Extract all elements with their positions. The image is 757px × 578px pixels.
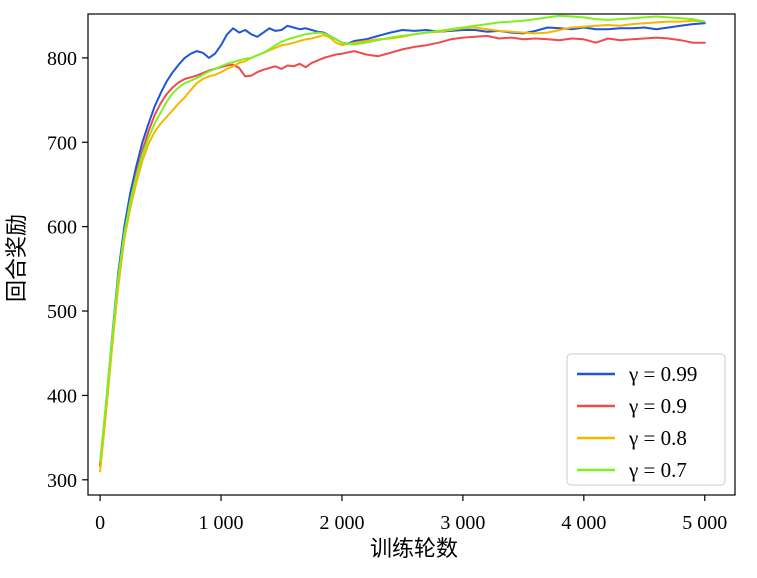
series-lines xyxy=(99,14,706,473)
legend-label-1: γ = 0.9 xyxy=(628,394,687,418)
x-tick-label: 5 000 xyxy=(682,512,727,534)
y-tick-label: 400 xyxy=(47,385,77,407)
x-tick-label: 4 000 xyxy=(561,512,606,534)
legend-frame xyxy=(566,353,726,486)
x-tick-label: 3 000 xyxy=(440,512,485,534)
y-tick-label: 600 xyxy=(47,217,77,239)
x-axis: 0 1 000 2 000 3 000 4 000 5 000 xyxy=(95,495,727,534)
y-tick-label: 700 xyxy=(47,132,77,154)
series-line-0 xyxy=(99,22,706,466)
y-axis-label: 回合奖励 xyxy=(5,214,30,302)
series-line-2 xyxy=(99,19,706,473)
legend-label-0: γ = 0.99 xyxy=(628,362,697,386)
y-tick-label: 800 xyxy=(47,48,77,70)
legend: γ = 0.99 γ = 0.9 γ = 0.8 γ = 0.7 xyxy=(566,353,726,486)
x-tick-label: 0 xyxy=(95,512,105,534)
plot-frame xyxy=(87,13,736,496)
series-line-3 xyxy=(99,14,706,463)
y-axis: 300 400 500 600 700 800 xyxy=(47,48,88,492)
x-tick-label: 2 000 xyxy=(319,512,364,534)
y-tick-label: 500 xyxy=(47,301,77,323)
y-tick-label: 300 xyxy=(47,470,77,492)
series-line-1 xyxy=(99,34,706,468)
legend-label-2: γ = 0.8 xyxy=(628,426,687,450)
legend-label-3: γ = 0.7 xyxy=(628,458,687,482)
x-tick-label: 1 000 xyxy=(199,512,244,534)
x-axis-label: 训练轮数 xyxy=(370,537,458,562)
